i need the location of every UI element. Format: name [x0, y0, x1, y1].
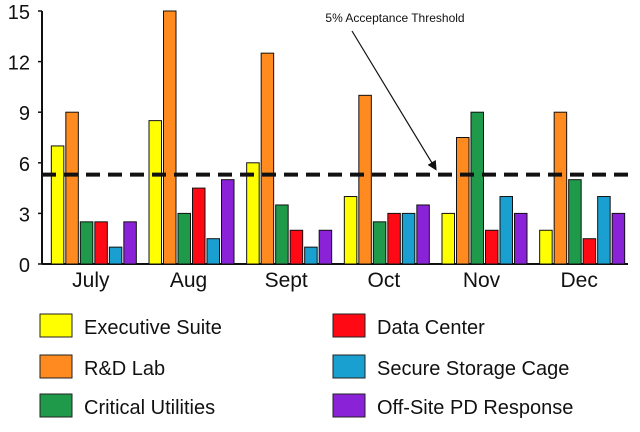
y-tick-label: 3: [19, 204, 30, 226]
bar: [289, 229, 304, 265]
x-tick-label: Aug: [170, 269, 207, 292]
bar: [123, 221, 137, 265]
legend-label: Executive Suite: [84, 317, 222, 339]
bar: [372, 221, 387, 265]
bar: [177, 212, 191, 265]
bar: [343, 196, 358, 265]
bar: [318, 229, 333, 265]
bar: [539, 229, 553, 265]
bar: [65, 111, 79, 265]
legend-swatch: [39, 393, 73, 418]
legend-swatch: [39, 313, 73, 338]
legend-swatch: [332, 354, 366, 379]
x-tick-label: Oct: [367, 269, 400, 292]
y-tick-label: 15: [8, 2, 30, 24]
bar: [485, 229, 499, 265]
bar: [416, 204, 430, 265]
bar: [456, 137, 470, 265]
legend-label: Secure Storage Cage: [377, 358, 569, 380]
legend-swatch: [332, 393, 366, 418]
threshold-arrow: [351, 30, 437, 171]
y-tick-label: 12: [8, 53, 30, 75]
x-tick-label: July: [72, 269, 110, 292]
bar: [597, 196, 611, 265]
bar: [441, 212, 455, 265]
bar: [163, 10, 177, 265]
bar: [206, 238, 220, 265]
legend-label: R&D Lab: [84, 358, 165, 380]
bar: [582, 238, 597, 265]
threshold-label: 5% Acceptance Threshold: [325, 11, 464, 25]
legend-label: Data Center: [377, 317, 485, 339]
legend-label: Off-Site PD Response: [377, 397, 573, 419]
x-tick-label: Dec: [560, 269, 597, 292]
x-tick-label: Nov: [463, 269, 501, 292]
bar: [568, 179, 582, 265]
bar: [387, 212, 401, 265]
bar: [79, 221, 94, 265]
bar: [514, 212, 528, 265]
bar: [246, 162, 260, 265]
bar: [553, 111, 568, 265]
legend-swatch: [39, 354, 73, 379]
bar: [470, 111, 484, 265]
y-tick-label: 9: [19, 103, 30, 125]
bar: [94, 221, 108, 265]
bar: [108, 246, 123, 265]
bar: [401, 212, 416, 265]
bar: [260, 52, 275, 265]
y-tick-label: 6: [19, 154, 30, 176]
bar: [148, 120, 162, 265]
bar: [611, 212, 626, 265]
bar: [304, 246, 318, 265]
legend-label: Critical Utilities: [84, 397, 215, 419]
bar: [499, 196, 513, 265]
bar: [50, 145, 65, 265]
bar: [221, 179, 235, 265]
legend-swatch: [332, 313, 366, 338]
x-tick-label: Sept: [265, 269, 308, 292]
y-tick-label: 0: [19, 255, 30, 277]
bar: [358, 94, 372, 265]
legend-layer: Executive Suite R&D Lab Critical Utilities…: [39, 313, 573, 419]
bar: [192, 187, 206, 265]
bar: [275, 204, 289, 265]
plot-layer: 0 3 6 9 12 15 July Aug Sept Oct Nov Dec 5% Acceptanc…: [8, 2, 628, 292]
